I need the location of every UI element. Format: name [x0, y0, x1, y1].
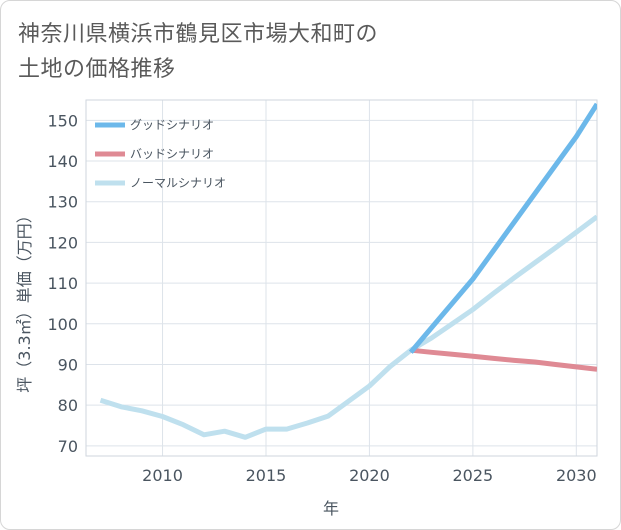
x-tick-label: 2030	[556, 466, 597, 485]
x-tick-label: 2010	[142, 466, 183, 485]
y-tick-label: 150	[47, 111, 78, 130]
y-tick-label: 140	[47, 152, 78, 171]
axes: 70 80 90 100 110 120 130 140 150 2010 2015 2020 2025…	[47, 111, 596, 485]
legend-label-bad: バッドシナリオ	[130, 147, 214, 161]
chart-title: 神奈川県横浜市鶴見区市場大和町の 土地の価格推移	[18, 17, 378, 87]
x-tick-label: 2020	[349, 466, 390, 485]
series-line-bad	[410, 347, 597, 372]
y-tick-label: 90	[58, 355, 78, 374]
series-line-normal	[99, 214, 597, 440]
x-axis-title: 年	[323, 499, 339, 518]
series-lines	[99, 102, 597, 440]
y-tick-label: 120	[47, 233, 78, 252]
plot-frame	[85, 99, 598, 457]
chart-title-line-1: 神奈川県横浜市鶴見区市場大和町の	[18, 22, 379, 47]
y-tick-label: 110	[47, 274, 78, 293]
chart-title-line-2: 土地の価格推移	[18, 57, 176, 82]
x-tick-label: 2025	[453, 466, 494, 485]
y-tick-label: 70	[58, 437, 78, 456]
series-line-good	[408, 102, 597, 354]
y-axis-title: 坪（3.3㎡）単価（万円）	[15, 207, 34, 392]
y-tick-label: 100	[47, 315, 78, 334]
y-tick-label: 130	[47, 193, 78, 212]
legend-label-normal: ノーマルシナリオ	[130, 176, 226, 190]
y-tick-label: 80	[58, 396, 78, 415]
x-tick-label: 2015	[246, 466, 287, 485]
legend-label-good: グッドシナリオ	[130, 118, 214, 132]
